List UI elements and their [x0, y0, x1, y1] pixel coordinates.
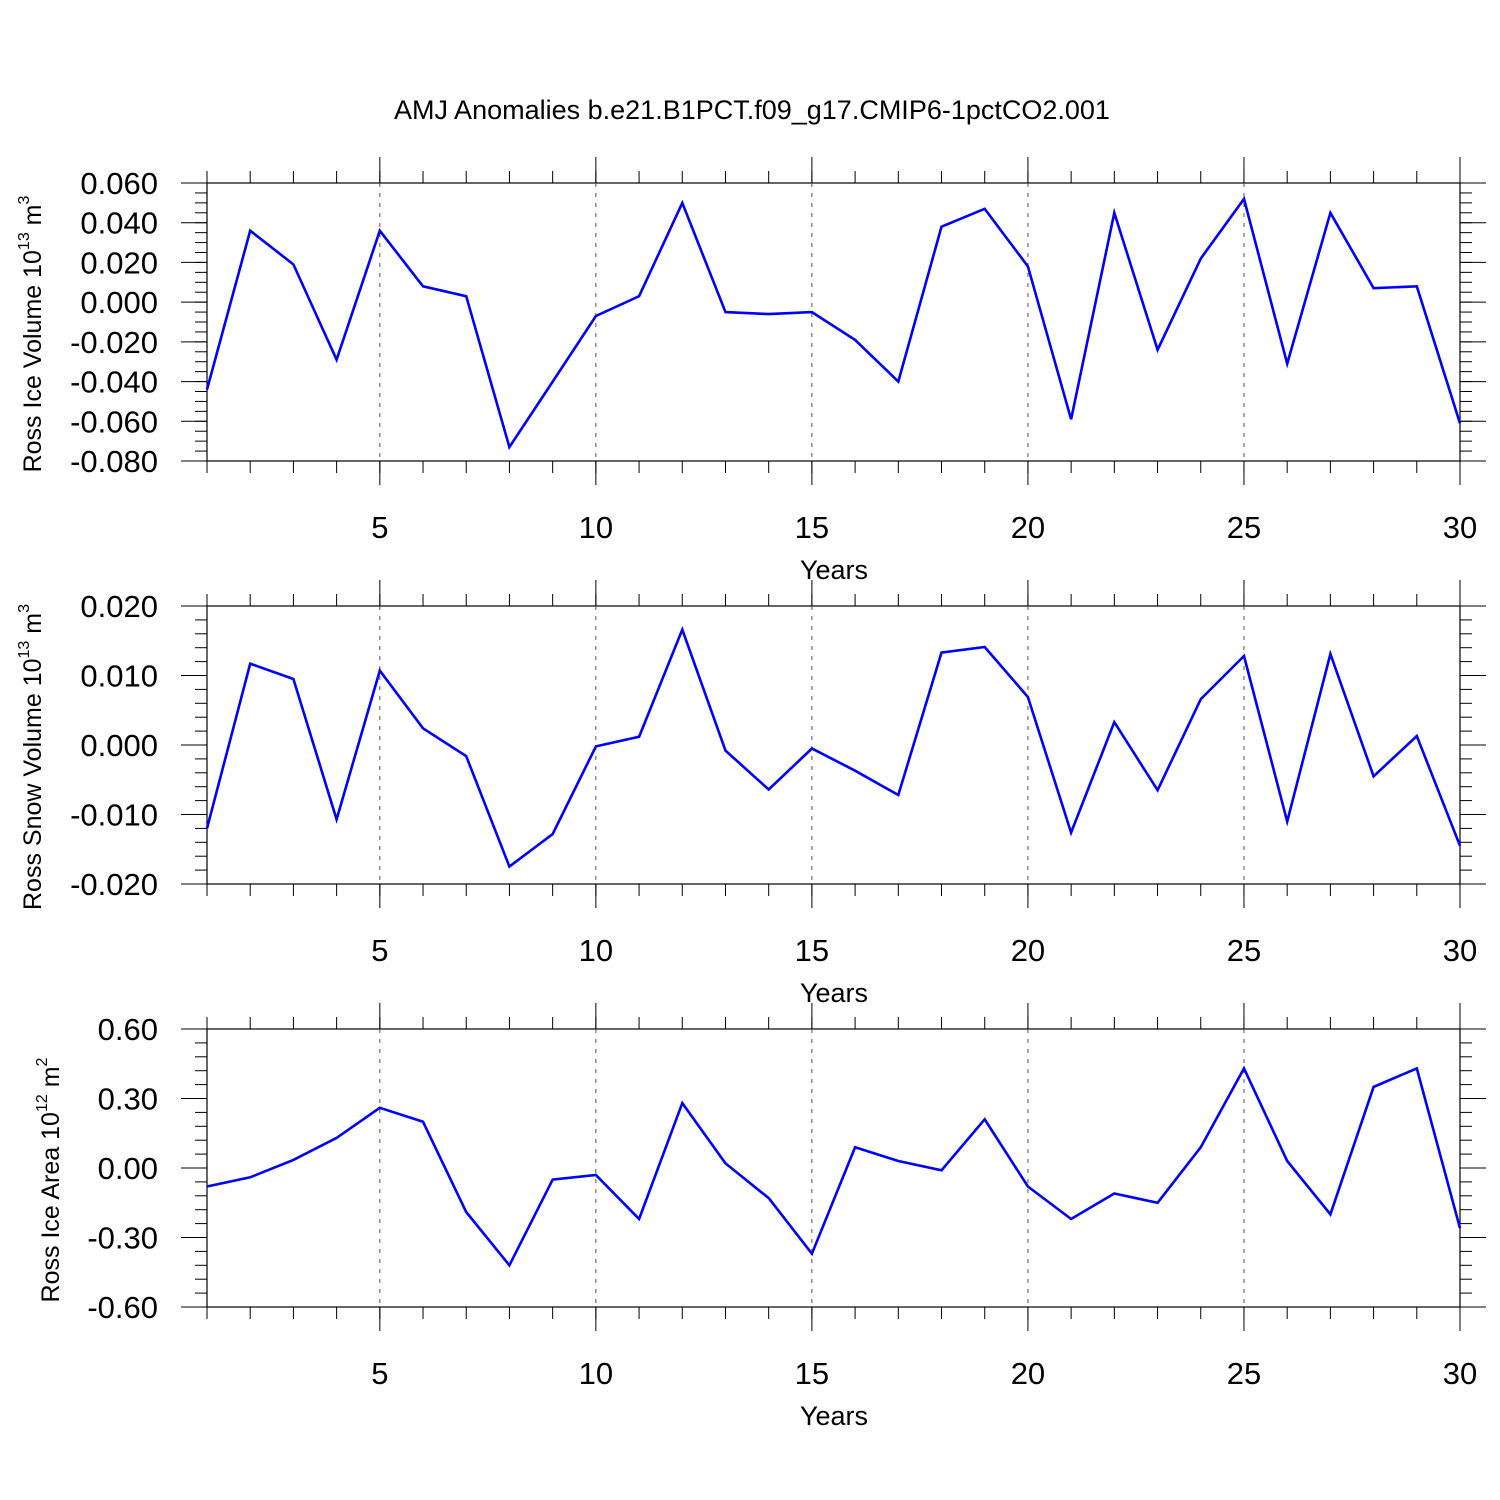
y-tick-label: 0.040 — [80, 206, 158, 241]
x-tick-label: 20 — [1011, 933, 1045, 968]
y-axis-label: Ross Snow Volume 1013 m3 — [16, 604, 47, 910]
series-line — [205, 195, 1462, 451]
plot-frame — [206, 182, 1461, 462]
y-axis-label-main: Ross Ice Volume 10 — [19, 250, 47, 472]
y-axis-label-unit: m — [19, 613, 47, 641]
y-tick-label: -0.30 — [87, 1221, 158, 1256]
y-tick-label: 0.000 — [80, 285, 158, 320]
y-axis-label-unit-exponent: 2 — [34, 1057, 51, 1066]
x-tick-label: 5 — [371, 1356, 388, 1391]
y-axis-label-exponent: 13 — [16, 232, 33, 250]
y-axis-label-exponent: 12 — [34, 1094, 51, 1112]
x-tick-label: 10 — [579, 933, 613, 968]
y-tick-label: 0.00 — [98, 1151, 158, 1186]
x-tick-label: 20 — [1011, 510, 1045, 545]
panel-snow-volume: 5 10 15 20 25 30 -0.020 -0.010 0.000 0.010 0.020 Ye… — [16, 580, 1486, 1008]
y-tick-label: -0.020 — [70, 867, 158, 902]
x-tick-label: 15 — [795, 510, 829, 545]
panel-ice-volume: 5 10 15 20 25 30 -0.080 -0.060 -0.040 -0.020 0.000… — [16, 157, 1486, 585]
x-tick-label: 5 — [371, 510, 388, 545]
y-tick-label: -0.020 — [70, 325, 158, 360]
x-tick-label: 30 — [1443, 1356, 1477, 1391]
y-tick-label: -0.040 — [70, 365, 158, 400]
y-axis-label-unit: m — [37, 1066, 65, 1094]
y-axis-label-unit: m — [19, 204, 47, 232]
y-tick-label: -0.080 — [70, 444, 158, 479]
y-tick-label: -0.060 — [70, 404, 158, 439]
x-tick-label: 25 — [1227, 1356, 1261, 1391]
panel-ice-area: 5 10 15 20 25 30 -0.60 -0.30 0.00 0.30 0.60 Years Ro… — [34, 1003, 1486, 1431]
x-axis-label: Years — [800, 978, 868, 1008]
figure-title: AMJ Anomalies b.e21.B1PCT.f09_g17.CMIP6-… — [394, 95, 1110, 125]
x-tick-label: 30 — [1443, 510, 1477, 545]
x-tick-label: 5 — [371, 933, 388, 968]
x-tick-label: 25 — [1227, 510, 1261, 545]
y-axis-label: Ross Ice Volume 1013 m3 — [16, 195, 47, 472]
series-line — [205, 625, 1462, 869]
y-axis-label-exponent: 13 — [16, 641, 33, 659]
y-axis-label-main: Ross Ice Area 10 — [37, 1112, 65, 1302]
y-tick-label: 0.010 — [80, 659, 158, 694]
y-tick-label: 0.020 — [80, 245, 158, 280]
y-axis-label-unit-exponent: 3 — [16, 195, 33, 204]
x-tick-label: 25 — [1227, 933, 1261, 968]
y-axis-label: Ross Ice Area 1012 m2 — [34, 1057, 65, 1302]
x-tick-label: 10 — [579, 510, 613, 545]
y-tick-label: 0.000 — [80, 728, 158, 763]
y-axis-label-unit-exponent: 3 — [16, 604, 33, 613]
x-tick-label: 15 — [795, 933, 829, 968]
series-line — [206, 1065, 1462, 1268]
x-axis-label: Years — [800, 1401, 868, 1431]
y-tick-label: 0.020 — [80, 589, 158, 624]
y-tick-label: -0.60 — [87, 1290, 158, 1325]
plot-frame — [206, 1028, 1461, 1308]
plot-frame — [206, 605, 1461, 885]
y-tick-label: 0.30 — [98, 1082, 158, 1117]
x-tick-label: 10 — [579, 1356, 613, 1391]
y-tick-label: -0.010 — [70, 798, 158, 833]
y-tick-label: 0.060 — [80, 166, 158, 201]
y-axis-label-main: Ross Snow Volume 10 — [19, 658, 47, 910]
x-tick-label: 30 — [1443, 933, 1477, 968]
x-tick-label: 20 — [1011, 1356, 1045, 1391]
x-tick-label: 15 — [795, 1356, 829, 1391]
y-tick-label: 0.60 — [98, 1012, 158, 1047]
x-axis-label: Years — [800, 555, 868, 585]
